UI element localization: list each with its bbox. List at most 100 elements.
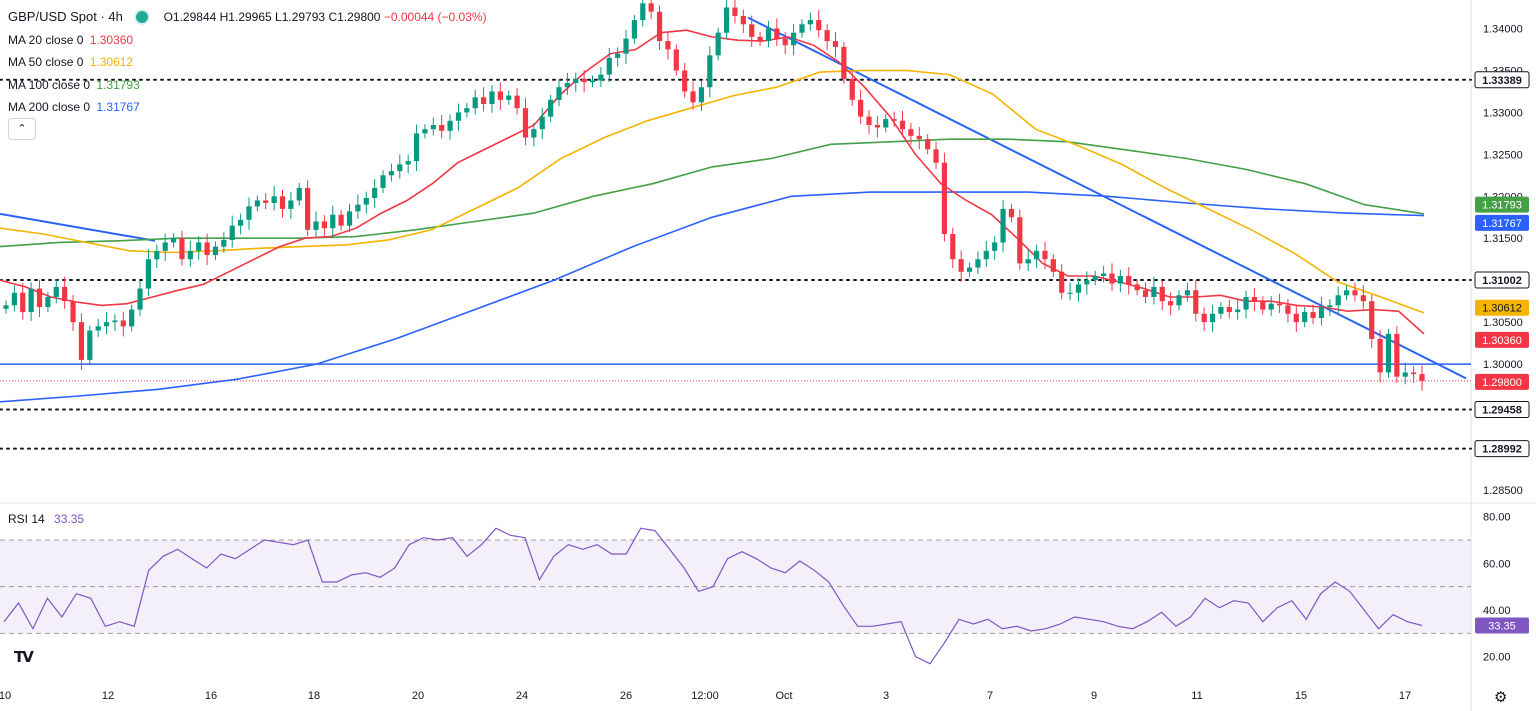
candle-body xyxy=(891,119,897,121)
indicator-ma50[interactable]: MA 50 close 0 1.30612 xyxy=(8,51,487,74)
candle-body xyxy=(782,38,788,46)
ma-price-badge xyxy=(1475,331,1529,348)
candle-body xyxy=(11,292,17,306)
candle-body xyxy=(698,87,705,103)
market-status-icon xyxy=(136,11,149,23)
candle-body xyxy=(589,80,596,83)
candle-body xyxy=(1084,280,1090,285)
candle-body xyxy=(1050,259,1056,272)
candle-body xyxy=(489,91,495,104)
candle-body xyxy=(899,120,906,130)
indicator-ma20[interactable]: MA 20 close 0 1.30360 xyxy=(8,29,487,52)
time-tick-label: 20 xyxy=(412,690,424,702)
candle-body xyxy=(656,11,663,42)
candle-body xyxy=(1419,374,1425,381)
candle-body xyxy=(841,46,847,79)
tradingview-logo-icon[interactable]: TV xyxy=(14,648,34,666)
symbol-header: GBP/USD Spot · 4h O1.29844 H1.29965 L1.2… xyxy=(8,6,487,29)
ma-price-badge xyxy=(1475,196,1529,213)
trendline xyxy=(0,212,156,242)
candle-body xyxy=(514,95,520,109)
candle-body xyxy=(958,259,964,272)
candle-body xyxy=(95,326,101,331)
candle-body xyxy=(1352,290,1358,296)
rsi-value-label: 33.35 xyxy=(1488,621,1516,633)
candle-body xyxy=(1285,305,1291,314)
indicator-label: MA 200 close 0 xyxy=(8,100,91,114)
candle-body xyxy=(556,87,562,100)
candle-body xyxy=(346,211,353,226)
candle-body xyxy=(941,162,948,235)
candle-body xyxy=(263,200,269,203)
rsi-tick-label: 20.00 xyxy=(1483,652,1511,664)
candle-body xyxy=(1293,313,1299,323)
candle-body xyxy=(321,221,327,229)
indicator-ma100[interactable]: MA 100 close 0 1.31793 xyxy=(8,74,487,97)
candle-body xyxy=(388,171,395,176)
level-price-badge xyxy=(1474,440,1530,458)
candle-body xyxy=(606,57,612,75)
candle-body xyxy=(539,116,545,130)
candle-body xyxy=(1243,296,1249,310)
candle-body xyxy=(338,214,344,226)
candle-body xyxy=(1302,312,1308,323)
rsi-label: RSI 14 xyxy=(8,512,45,526)
time-tick-label: 11 xyxy=(1191,690,1202,702)
ohlc-change: −0.00044 (−0.03%) xyxy=(383,10,487,24)
level-price-badge xyxy=(1474,271,1530,289)
indicator-value: 1.31767 xyxy=(96,100,140,114)
price-tick-label: 1.28500 xyxy=(1483,485,1523,497)
candle-body xyxy=(506,95,512,100)
candle-body xyxy=(883,119,889,128)
candle-body xyxy=(665,41,671,50)
candle-body xyxy=(1260,301,1266,310)
ma-price-badge xyxy=(1475,299,1529,316)
candle-body xyxy=(447,120,453,131)
candle-body xyxy=(1059,271,1065,293)
candle-body xyxy=(765,28,772,42)
candle-body xyxy=(78,322,85,360)
candle-body xyxy=(397,164,403,172)
time-tick-label: 18 xyxy=(308,690,320,702)
candle-body xyxy=(573,78,579,84)
time-tick-label: 12 xyxy=(102,690,114,702)
candle-body xyxy=(204,242,210,256)
candle-body xyxy=(430,124,436,130)
candle-body xyxy=(774,28,780,39)
time-tick-label: 26 xyxy=(620,690,632,702)
candle-body xyxy=(53,286,59,297)
candle-body xyxy=(103,322,110,327)
candle-body xyxy=(120,320,126,327)
candle-body xyxy=(1394,333,1400,377)
price-tick-label: 1.34000 xyxy=(1483,23,1523,35)
candle-body xyxy=(1025,259,1031,264)
candle-body xyxy=(279,196,286,209)
settings-gear-icon[interactable]: ⚙ xyxy=(1494,689,1508,706)
candle-body xyxy=(45,296,51,308)
candle-body xyxy=(162,242,168,251)
ma-price-label: 1.31767 xyxy=(1482,218,1522,230)
candle-body xyxy=(28,288,34,313)
candle-body xyxy=(1251,296,1258,302)
candle-body xyxy=(1369,301,1375,339)
symbol-title[interactable]: GBP/USD Spot · 4h xyxy=(8,9,123,24)
ma100-line xyxy=(0,138,1425,248)
candle-body xyxy=(372,187,378,198)
candle-body xyxy=(799,24,805,33)
chevron-up-icon[interactable]: ⌃ xyxy=(8,118,36,140)
candle-body xyxy=(908,129,914,136)
candle-body xyxy=(1184,290,1190,296)
indicator-ma200[interactable]: MA 200 close 0 1.31767 xyxy=(8,96,487,119)
candle-body xyxy=(1209,313,1216,323)
rsi-legend[interactable]: RSI 14 33.35 xyxy=(8,512,84,526)
candle-body xyxy=(472,97,478,109)
time-tick-label: Oct xyxy=(775,690,792,702)
candle-body xyxy=(1385,333,1392,373)
rsi-value-badge xyxy=(1475,617,1529,634)
candle-body xyxy=(933,149,939,163)
candle-body xyxy=(707,55,713,88)
candle-body xyxy=(355,204,361,212)
candle-body xyxy=(464,108,470,113)
candle-body xyxy=(916,135,922,140)
